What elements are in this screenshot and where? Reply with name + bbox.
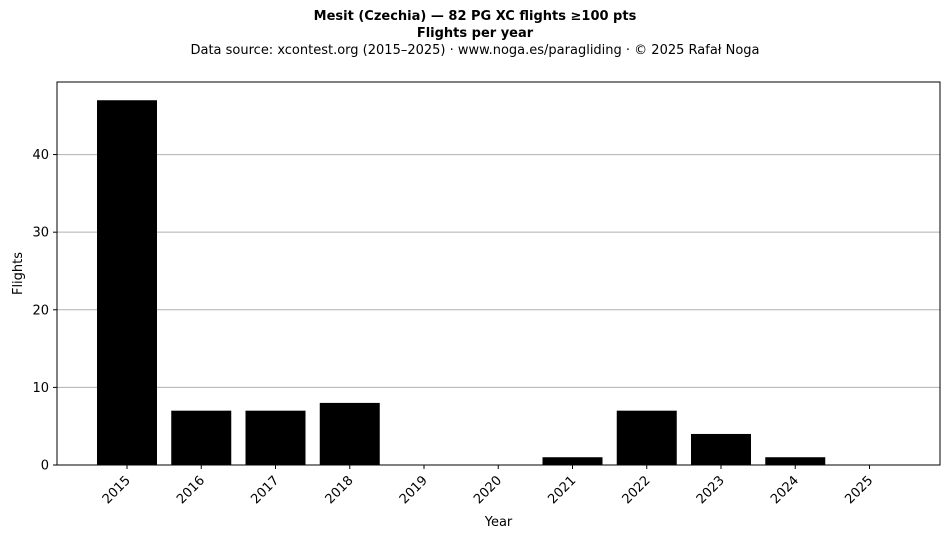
plot-frame [56,81,941,466]
x-tick-label: 2024 [768,473,802,507]
x-tick-label: 2017 [248,473,282,507]
x-axis-label: Year [484,515,513,530]
bar-2017 [245,410,306,465]
data-source-caption: Data source: xcontest.org (2015–2025) · … [190,43,760,58]
y-tick-label: 30 [32,226,49,241]
x-tick-label: 2018 [323,473,357,507]
bars [97,100,826,465]
x-tick-label: 2023 [694,473,728,507]
x-tick-label: 2021 [545,473,579,507]
bar-2022 [616,410,677,465]
x-tick-label: 2016 [174,473,208,507]
y-tick-label: 20 [32,303,49,318]
chart-title: Mesit (Czechia) — 82 PG XC flights ≥100 … [313,9,637,24]
x-tick-label: 2019 [397,473,431,507]
y-tick-label: 0 [41,459,49,474]
x-tick-label: 2025 [842,473,876,507]
x-tick-label: 2015 [100,473,134,507]
y-tick-label: 10 [32,381,49,396]
x-axis: 2015 2016 2017 2018 2019 2020 2021 2022 2023 2024… [100,465,876,507]
bar-2016 [171,410,232,465]
bar-2023 [691,433,751,465]
y-tick-label: 40 [32,148,49,163]
x-tick-label: 2022 [620,473,654,507]
y-axis-label: Flights [11,252,26,295]
bar-2021 [542,457,603,465]
x-tick-label: 2020 [471,473,505,507]
gridlines [57,154,940,388]
y-axis: 0 10 20 30 40 [32,148,57,474]
chart-subtitle: Flights per year [416,26,534,41]
bar-2018 [319,402,380,465]
bar-2024 [765,457,826,465]
bar-2015 [97,100,157,465]
